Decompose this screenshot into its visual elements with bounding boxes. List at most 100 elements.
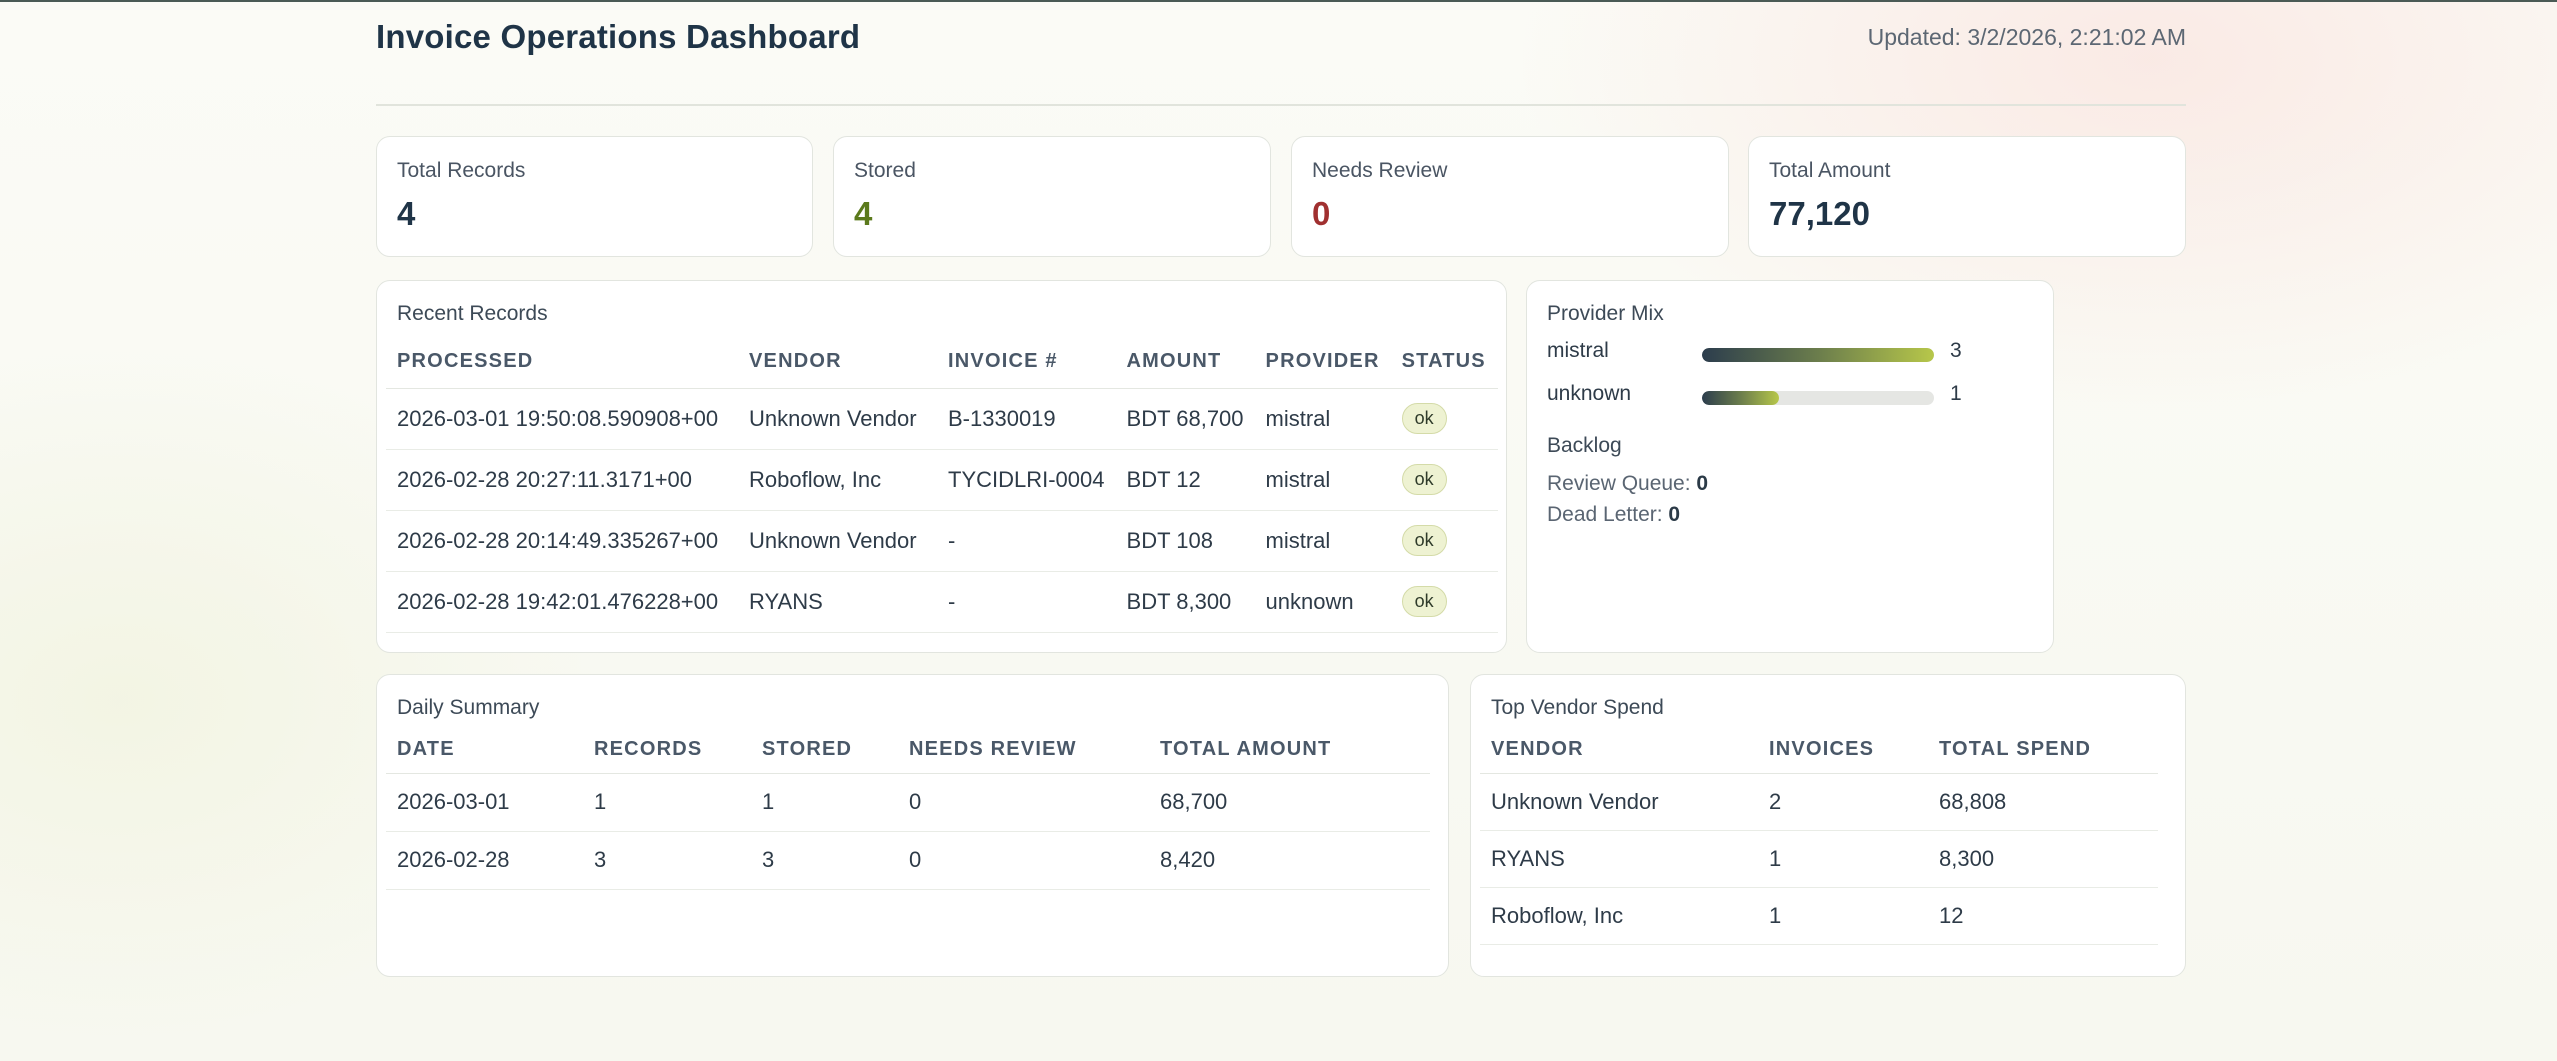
processed-cell: 2026-02-28 20:27:11.3171+00 <box>386 449 738 511</box>
column-header-amount[interactable]: AMOUNT <box>1115 336 1255 389</box>
status-badge: ok <box>1401 586 1447 617</box>
column-header-date[interactable]: DATE <box>386 727 583 774</box>
vendor-cell: Roboflow, Inc <box>738 449 937 511</box>
amount-cell: BDT 108 <box>1115 510 1255 572</box>
status-badge: ok <box>1401 464 1447 495</box>
stat-value: 77,120 <box>1769 195 1870 232</box>
total-spend-cell: 68,808 <box>1928 773 2158 831</box>
invoices-cell: 1 <box>1758 830 1928 888</box>
section-title: Provider Mix <box>1547 302 1664 325</box>
provider-mix-row-unknown: unknown 1 <box>1547 382 1987 412</box>
provider-mix-panel: Provider Mix mistral 3 unknown 1 Backlog… <box>1526 280 2054 653</box>
vendor-cell: Unknown Vendor <box>738 388 937 450</box>
updated-timestamp: Updated: 3/2/2026, 2:21:02 AM <box>1867 23 2186 50</box>
column-header-total-spend[interactable]: TOTAL SPEND <box>1928 727 2158 774</box>
column-header-processed[interactable]: PROCESSED <box>386 336 738 389</box>
table-row[interactable]: 2026-02-28 3 3 0 8,420 <box>386 831 1430 890</box>
backlog-title: Backlog <box>1547 434 1622 457</box>
stat-card-stored: Stored 4 <box>833 136 1271 257</box>
processed-cell: 2026-02-28 19:42:01.476228+00 <box>386 571 738 633</box>
status-cell: ok <box>1390 571 1498 633</box>
table-row[interactable]: 2026-03-01 1 1 0 68,700 <box>386 773 1430 832</box>
status-badge: ok <box>1401 403 1447 434</box>
vendor-cell: Unknown Vendor <box>1480 773 1758 831</box>
vendor-cell: RYANS <box>738 571 937 633</box>
total-amount-cell: 68,700 <box>1149 773 1430 832</box>
invoice-cell: - <box>937 510 1116 572</box>
dead-letter-value: 0 <box>1668 503 1681 526</box>
provider-count: 1 <box>1950 382 1962 405</box>
column-header-needs-review[interactable]: NEEDS REVIEW <box>898 727 1149 774</box>
column-header-status[interactable]: STATUS <box>1390 336 1498 389</box>
status-cell: ok <box>1390 449 1498 511</box>
table-row[interactable]: Roboflow, Inc 1 12 <box>1480 887 2158 945</box>
records-cell: 3 <box>583 831 751 890</box>
daily-summary-panel: Daily Summary DATE RECORDS STORED NEEDS … <box>376 674 1449 977</box>
recent-records-panel: Recent Records PROCESSED VENDOR INVOICE … <box>376 280 1507 653</box>
vendor-cell: Roboflow, Inc <box>1480 887 1758 945</box>
review-queue-value: 0 <box>1696 472 1709 495</box>
top-vendor-spend-panel: Top Vendor Spend VENDOR INVOICES TOTAL S… <box>1470 674 2186 977</box>
column-header-total-amount[interactable]: TOTAL AMOUNT <box>1149 727 1430 774</box>
amount-cell: BDT 12 <box>1115 449 1255 511</box>
stat-label: Stored <box>854 159 916 182</box>
table-row[interactable]: 2026-02-28 19:42:01.476228+00 RYANS - BD… <box>386 571 1498 633</box>
stat-value: 0 <box>1312 195 1331 232</box>
total-spend-cell: 8,300 <box>1928 830 2158 888</box>
provider-bar-fill <box>1702 391 1779 405</box>
page-header: Invoice Operations Dashboard Updated: 3/… <box>376 2 2186 106</box>
processed-cell: 2026-03-01 19:50:08.590908+00 <box>386 388 738 450</box>
column-header-invoices[interactable]: INVOICES <box>1758 727 1928 774</box>
invoice-cell: - <box>937 571 1116 633</box>
provider-cell: mistral <box>1254 449 1391 511</box>
stat-label: Total Amount <box>1769 159 1891 182</box>
status-cell: ok <box>1390 388 1498 450</box>
table-row[interactable]: RYANS 1 8,300 <box>1480 830 2158 888</box>
date-cell: 2026-03-01 <box>386 773 583 832</box>
total-spend-cell: 12 <box>1928 887 2158 945</box>
total-amount-cell: 8,420 <box>1149 831 1430 890</box>
stat-label: Total Records <box>397 159 526 182</box>
table-row[interactable]: Unknown Vendor 2 68,808 <box>1480 773 2158 831</box>
stat-card-needs-review: Needs Review 0 <box>1291 136 1729 257</box>
table-row[interactable]: 2026-03-01 19:50:08.590908+00 Unknown Ve… <box>386 388 1498 450</box>
column-header-vendor[interactable]: VENDOR <box>738 336 937 389</box>
provider-count: 3 <box>1950 339 1962 362</box>
records-cell: 1 <box>583 773 751 832</box>
column-header-stored[interactable]: STORED <box>751 727 898 774</box>
column-header-invoice[interactable]: INVOICE # <box>937 336 1116 389</box>
stored-cell: 1 <box>751 773 898 832</box>
amount-cell: BDT 8,300 <box>1115 571 1255 633</box>
provider-cell: mistral <box>1254 510 1391 572</box>
dashboard: Invoice Operations Dashboard Updated: 3/… <box>376 2 2186 106</box>
invoices-cell: 1 <box>1758 887 1928 945</box>
stat-label: Needs Review <box>1312 159 1448 182</box>
stat-value: 4 <box>854 195 873 232</box>
stat-card-total-records: Total Records 4 <box>376 136 813 257</box>
top-vendor-table: VENDOR INVOICES TOTAL SPEND Unknown Vend… <box>1480 727 2158 945</box>
provider-label: unknown <box>1547 382 1632 405</box>
column-header-records[interactable]: RECORDS <box>583 727 751 774</box>
column-header-vendor[interactable]: VENDOR <box>1480 727 1758 774</box>
needs-review-cell: 0 <box>898 831 1149 890</box>
section-title: Daily Summary <box>397 696 540 719</box>
processed-cell: 2026-02-28 20:14:49.335267+00 <box>386 510 738 572</box>
section-title: Recent Records <box>397 302 548 325</box>
vendor-cell: Unknown Vendor <box>738 510 937 572</box>
provider-bar-track <box>1702 391 1934 405</box>
table-row[interactable]: 2026-02-28 20:27:11.3171+00 Roboflow, In… <box>386 449 1498 511</box>
stat-card-total-amount: Total Amount 77,120 <box>1748 136 2186 257</box>
review-queue-label: Review Queue: <box>1547 472 1691 495</box>
provider-bar-track <box>1702 348 1934 362</box>
provider-bar-fill <box>1702 348 1934 362</box>
vendor-cell: RYANS <box>1480 830 1758 888</box>
invoice-cell: TYCIDLRI-0004 <box>937 449 1116 511</box>
status-badge: ok <box>1401 525 1447 556</box>
stat-value: 4 <box>397 195 416 232</box>
column-header-provider[interactable]: PROVIDER <box>1254 336 1391 389</box>
page-title: Invoice Operations Dashboard <box>376 18 861 55</box>
invoices-cell: 2 <box>1758 773 1928 831</box>
provider-cell: mistral <box>1254 388 1391 450</box>
dead-letter-label: Dead Letter: <box>1547 503 1663 526</box>
table-row[interactable]: 2026-02-28 20:14:49.335267+00 Unknown Ve… <box>386 510 1498 572</box>
